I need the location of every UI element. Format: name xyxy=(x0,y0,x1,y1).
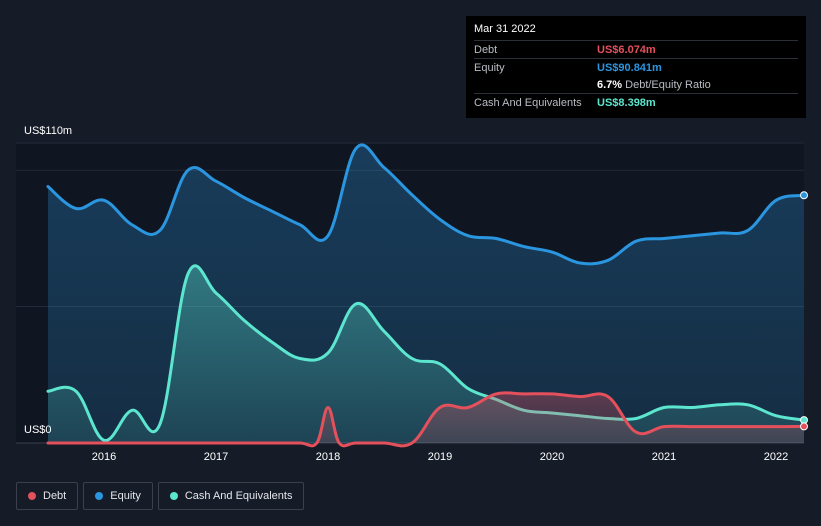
tooltip-equity-value: US$90.841m xyxy=(597,61,662,74)
tooltip-ratio-value: 6.7% xyxy=(597,78,623,91)
x-tick-label: 2016 xyxy=(92,451,116,463)
tooltip-row-cash: Cash And Equivalents US$8.398m xyxy=(474,93,798,111)
cash-dot-icon xyxy=(169,492,178,500)
legend-label: Equity xyxy=(110,490,141,502)
equity-dot-icon xyxy=(95,492,104,500)
y-axis-bottom-label: US$0 xyxy=(24,424,52,436)
debt-line xyxy=(46,391,806,448)
debt-endpoint xyxy=(800,422,808,431)
equity-line xyxy=(46,143,806,266)
tooltip-label: Cash And Equivalents xyxy=(474,96,582,109)
tooltip-row-ratio: 6.7% Debt/Equity Ratio xyxy=(474,76,798,93)
cash-area xyxy=(48,265,804,443)
legend-label: Debt xyxy=(43,490,67,502)
legend-item-cash[interactable]: Cash And Equivalents xyxy=(157,482,305,510)
y-axis-top-label: US$110m xyxy=(24,125,73,137)
x-tick-label: 2017 xyxy=(204,451,228,463)
x-tick-label: 2018 xyxy=(316,451,340,463)
data-tooltip: Mar 31 2022 Debt US$6.074m Equity US$90.… xyxy=(466,16,806,118)
tooltip-label: Debt xyxy=(474,43,498,56)
tooltip-ratio-label: Debt/Equity Ratio xyxy=(625,78,711,91)
chart-legend: Debt Equity Cash And Equivalents xyxy=(16,482,305,510)
legend-item-equity[interactable]: Equity xyxy=(83,482,153,510)
x-tick-label: 2019 xyxy=(428,451,452,463)
x-tick-label: 2020 xyxy=(540,451,564,463)
x-tick-label: 2022 xyxy=(764,451,788,463)
tooltip-debt-value: US$6.074m xyxy=(597,43,656,56)
tooltip-label: Equity xyxy=(474,61,505,74)
tooltip-row-debt: Debt US$6.074m xyxy=(474,40,798,58)
legend-label: Cash And Equivalents xyxy=(184,490,293,502)
cash-line xyxy=(46,264,806,442)
legend-item-debt[interactable]: Debt xyxy=(16,482,79,510)
tooltip-date: Mar 31 2022 xyxy=(474,23,536,35)
debt-dot-icon xyxy=(28,492,36,500)
x-tick-label: 2021 xyxy=(652,451,676,463)
tooltip-row-equity: Equity US$90.841m xyxy=(474,58,798,76)
equity-endpoint xyxy=(800,191,808,200)
tooltip-cash-value: US$8.398m xyxy=(597,96,656,109)
